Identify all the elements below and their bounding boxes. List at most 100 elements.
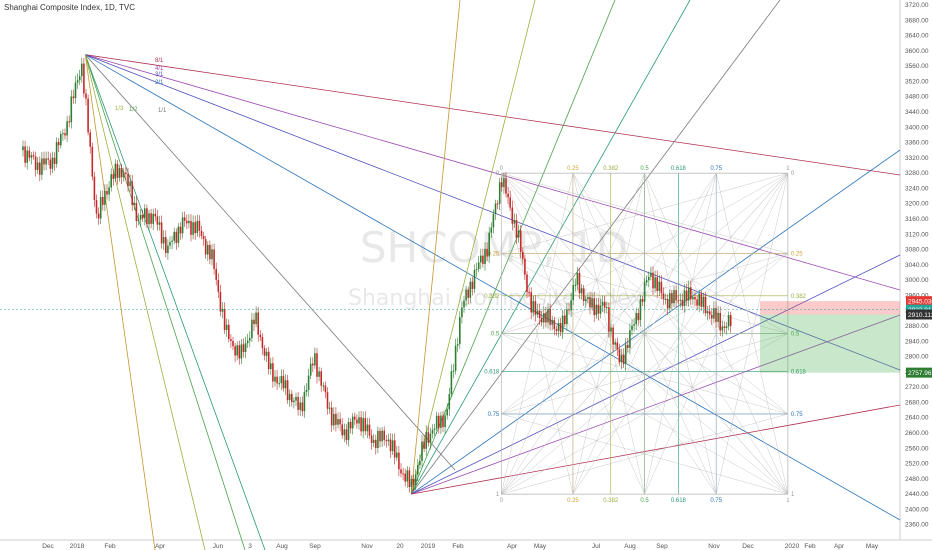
candle-body: [486, 248, 488, 257]
candle-body: [194, 222, 197, 234]
candle-body: [66, 121, 68, 136]
gann-right-label: 0: [791, 171, 795, 177]
candle-body: [34, 156, 37, 170]
fan-line: [410, 0, 536, 495]
candle-body: [370, 435, 373, 443]
price-tick-label: 3640.00: [905, 33, 929, 40]
candle-body: [47, 158, 50, 160]
candle-body: [631, 325, 633, 331]
candle-body: [574, 284, 577, 286]
candle-body: [702, 296, 705, 307]
candle-body: [26, 150, 29, 163]
candle-body: [687, 287, 690, 301]
fan-label: 2/1: [155, 80, 164, 86]
candle-body: [120, 168, 123, 178]
candle-body: [351, 416, 354, 429]
candle-body: [219, 291, 222, 312]
gann-right-label: 0.618: [791, 370, 807, 376]
price-tick-label: 3720.00: [905, 2, 929, 9]
candle-body: [389, 439, 392, 452]
price-tick-label: 3600.00: [905, 48, 929, 55]
fan-line: [85, 54, 901, 176]
candle-body: [511, 207, 514, 224]
candle-body: [274, 376, 276, 382]
price-tick-label: 2840.00: [905, 338, 929, 345]
candle-body: [190, 220, 192, 235]
price-tick-label: 3280.00: [905, 170, 929, 177]
candle-body: [202, 235, 205, 240]
price-tick-label: 2800.00: [905, 354, 929, 361]
candle-body: [196, 220, 199, 234]
candle-body: [108, 187, 110, 195]
time-tick-label: Dec: [742, 543, 754, 550]
gann-bottom-label: 0.382: [603, 498, 619, 504]
candle-body: [396, 452, 398, 458]
price-tick-label: 3520.00: [905, 78, 929, 85]
gann-top-label: 0.75: [710, 166, 722, 172]
candle-body: [64, 133, 66, 136]
candle-body: [141, 214, 144, 219]
candle-body: [51, 157, 54, 169]
price-tick-label: 3080.00: [905, 247, 929, 254]
candle-body: [320, 371, 323, 386]
time-tick-label: Sep: [309, 543, 321, 550]
candle-body: [654, 277, 656, 289]
candle-body: [469, 281, 472, 298]
candle-body: [708, 311, 711, 315]
candle-body: [318, 371, 320, 377]
candle-body: [618, 349, 621, 363]
gann-bottom-label: 0.5: [640, 498, 649, 504]
candle-body: [480, 255, 482, 263]
time-tick-label: Apr: [507, 543, 518, 550]
candle-body: [160, 222, 163, 244]
candle-body: [198, 220, 201, 231]
time-tick-label: 2018: [70, 543, 85, 550]
candle-body: [608, 307, 610, 332]
candle-body: [234, 346, 236, 356]
fan-line: [85, 54, 901, 521]
price-tick-label: 3400.00: [905, 124, 929, 131]
price-tick-label: 3360.00: [905, 140, 929, 147]
gann-diagonal: [716, 173, 789, 495]
candle-body: [387, 439, 390, 442]
candle-body: [291, 393, 293, 403]
gann-left-label: 0.75: [488, 412, 500, 418]
candle-body: [391, 440, 394, 452]
candle-body: [452, 370, 455, 372]
candle-body: [679, 299, 682, 301]
candle-body: [721, 326, 724, 331]
candle-body: [379, 430, 381, 442]
candle-body: [309, 363, 312, 376]
gann-right-label: 0.25: [791, 251, 803, 257]
candle-body: [217, 279, 220, 292]
candle-body: [557, 323, 560, 331]
candle-body: [383, 430, 386, 441]
price-tick-label: 3200.00: [905, 201, 929, 208]
candle-body: [265, 351, 268, 356]
price-tick-label: 3000.00: [905, 277, 929, 284]
candle-body: [358, 417, 360, 424]
candle-body: [263, 348, 266, 356]
fan-line: [410, 0, 781, 495]
candle-body: [551, 320, 554, 325]
time-tick-label: 20: [396, 543, 404, 550]
candle-body: [272, 363, 274, 382]
candle-body: [316, 353, 318, 377]
candle-body: [561, 315, 564, 333]
time-tick-label: Apr: [834, 543, 845, 550]
candle-body: [232, 340, 234, 347]
candle-body: [238, 345, 241, 359]
candle-body: [330, 407, 333, 426]
time-tick-label: Jul: [592, 543, 601, 550]
time-tick-label: Feb: [452, 543, 464, 550]
candle-body: [685, 290, 688, 301]
gann-top-label: 0.618: [671, 166, 687, 172]
stop-loss-zone: [760, 301, 900, 315]
candle-body: [490, 227, 493, 233]
candle-body: [249, 338, 251, 341]
candle-body: [564, 315, 566, 325]
price-tick-label: 3560.00: [905, 63, 929, 70]
candle-body: [423, 441, 425, 449]
gann-right-label: 0.5: [791, 332, 800, 338]
